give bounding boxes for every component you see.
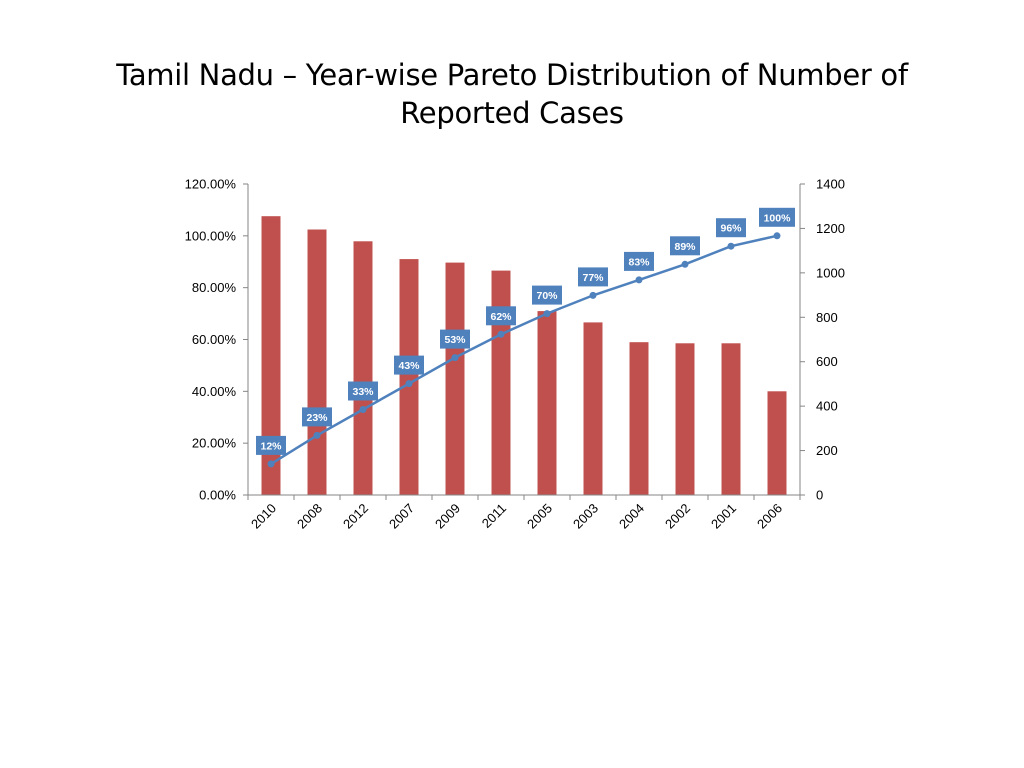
cumulative-line-series <box>267 232 781 468</box>
cumulative-line <box>270 234 778 465</box>
x-tick-label: 2004 <box>616 501 647 532</box>
data-label-box <box>624 251 654 271</box>
line-point <box>543 310 551 318</box>
data-label-box <box>578 267 608 287</box>
right-tick-label: 400 <box>816 399 838 414</box>
bar <box>353 241 373 495</box>
left-tick-label: 60.00% <box>192 332 237 347</box>
line-point <box>405 380 413 388</box>
x-tick-label: 2002 <box>662 501 693 532</box>
right-tick-label: 1000 <box>816 265 845 280</box>
line-point <box>635 276 643 284</box>
right-tick-label: 600 <box>816 354 838 369</box>
x-tick-label: 2003 <box>570 501 601 532</box>
data-label-text: 89% <box>674 241 696 253</box>
data-label: 89% <box>670 236 700 256</box>
data-label-text: 12% <box>260 440 282 452</box>
left-tick-label: 0.00% <box>199 488 236 503</box>
x-tick-label: 2009 <box>432 501 463 532</box>
right-tick-label: 200 <box>816 443 838 458</box>
data-label-text: 53% <box>444 334 466 346</box>
line-point <box>359 406 367 413</box>
x-tick-label: 2008 <box>294 501 325 532</box>
right-tick-label: 1200 <box>816 221 845 236</box>
bar <box>583 322 603 495</box>
data-label: 33% <box>348 381 378 401</box>
x-tick-label: 2001 <box>708 501 739 532</box>
right-tick-label: 1400 <box>816 177 845 192</box>
bar <box>675 343 695 495</box>
data-label-box <box>532 285 562 305</box>
x-tick-label: 2010 <box>248 501 279 532</box>
data-label: 53% <box>440 329 470 349</box>
data-label: 23% <box>302 407 332 427</box>
bar <box>399 259 419 495</box>
data-label-box <box>440 329 470 349</box>
x-tick-label: 2006 <box>754 501 785 532</box>
bar <box>261 216 281 495</box>
x-tick-label: 2007 <box>386 501 417 532</box>
line-point <box>727 242 735 250</box>
data-label: 100% <box>759 207 795 227</box>
left-tick-label: 20.00% <box>192 436 237 451</box>
data-label: 83% <box>624 251 654 271</box>
line-point <box>267 460 275 468</box>
line-point <box>681 260 689 268</box>
data-label-box <box>256 435 286 455</box>
data-label-text: 43% <box>398 360 420 372</box>
data-label: 43% <box>394 355 424 375</box>
data-label-text: 77% <box>582 272 604 284</box>
line-point <box>773 232 781 240</box>
left-tick-label: 100.00% <box>185 228 237 243</box>
data-label-text: 70% <box>536 290 558 302</box>
data-label-text: 96% <box>720 223 742 235</box>
left-tick-label: 120.00% <box>185 177 237 192</box>
data-label-box <box>394 355 424 375</box>
x-tick-label: 2012 <box>340 501 371 532</box>
data-label-box <box>670 236 700 256</box>
data-label-box <box>348 381 378 401</box>
data-label: 77% <box>578 267 608 287</box>
data-label: 12% <box>256 435 286 455</box>
bar <box>629 342 649 495</box>
line-point <box>589 291 597 299</box>
data-label: 62% <box>486 306 516 326</box>
right-axis-ticks: 0 200 400 600 800 1000 1200 1400 <box>800 177 845 503</box>
data-label-box <box>759 207 795 227</box>
data-label-text: 33% <box>352 386 374 398</box>
data-label-text: 62% <box>490 311 512 323</box>
data-label-box <box>716 218 746 238</box>
bar <box>721 343 741 495</box>
bar <box>537 311 557 495</box>
data-label: 70% <box>532 285 562 305</box>
left-tick-label: 40.00% <box>192 384 237 399</box>
bar <box>491 270 511 495</box>
data-label-text: 23% <box>306 412 328 424</box>
left-tick-label: 80.00% <box>192 280 237 295</box>
bar-series <box>261 216 787 495</box>
bar <box>307 229 327 495</box>
data-label: 96% <box>716 218 746 238</box>
line-point <box>497 330 505 338</box>
line-point <box>451 354 459 362</box>
x-tick-label: 2011 <box>479 501 509 531</box>
bar <box>767 391 787 495</box>
data-label-box <box>302 407 332 427</box>
data-labels: 12% 23% 33% 43% 53% 62% 70% 77% 83% 89% 96% 100% <box>256 207 795 455</box>
line-point <box>313 431 321 439</box>
right-tick-label: 800 <box>816 310 838 325</box>
bar <box>445 262 465 495</box>
x-axis-ticks: 2010 2008 2012 2007 2009 2011 2005 2003 2004 2002… <box>247 495 801 532</box>
data-label-text: 100% <box>764 212 792 224</box>
left-axis-ticks: 0.00% 20.00% 40.00% 60.00% 80.00% 100.00% 120.… <box>185 177 248 503</box>
x-tick-label: 2005 <box>524 501 555 532</box>
data-label-text: 83% <box>628 256 650 268</box>
data-label-box <box>486 306 516 326</box>
right-tick-label: 0 <box>816 488 823 503</box>
chart-title: Tamil Nadu – Year-wise Pareto Distributi… <box>116 58 908 130</box>
